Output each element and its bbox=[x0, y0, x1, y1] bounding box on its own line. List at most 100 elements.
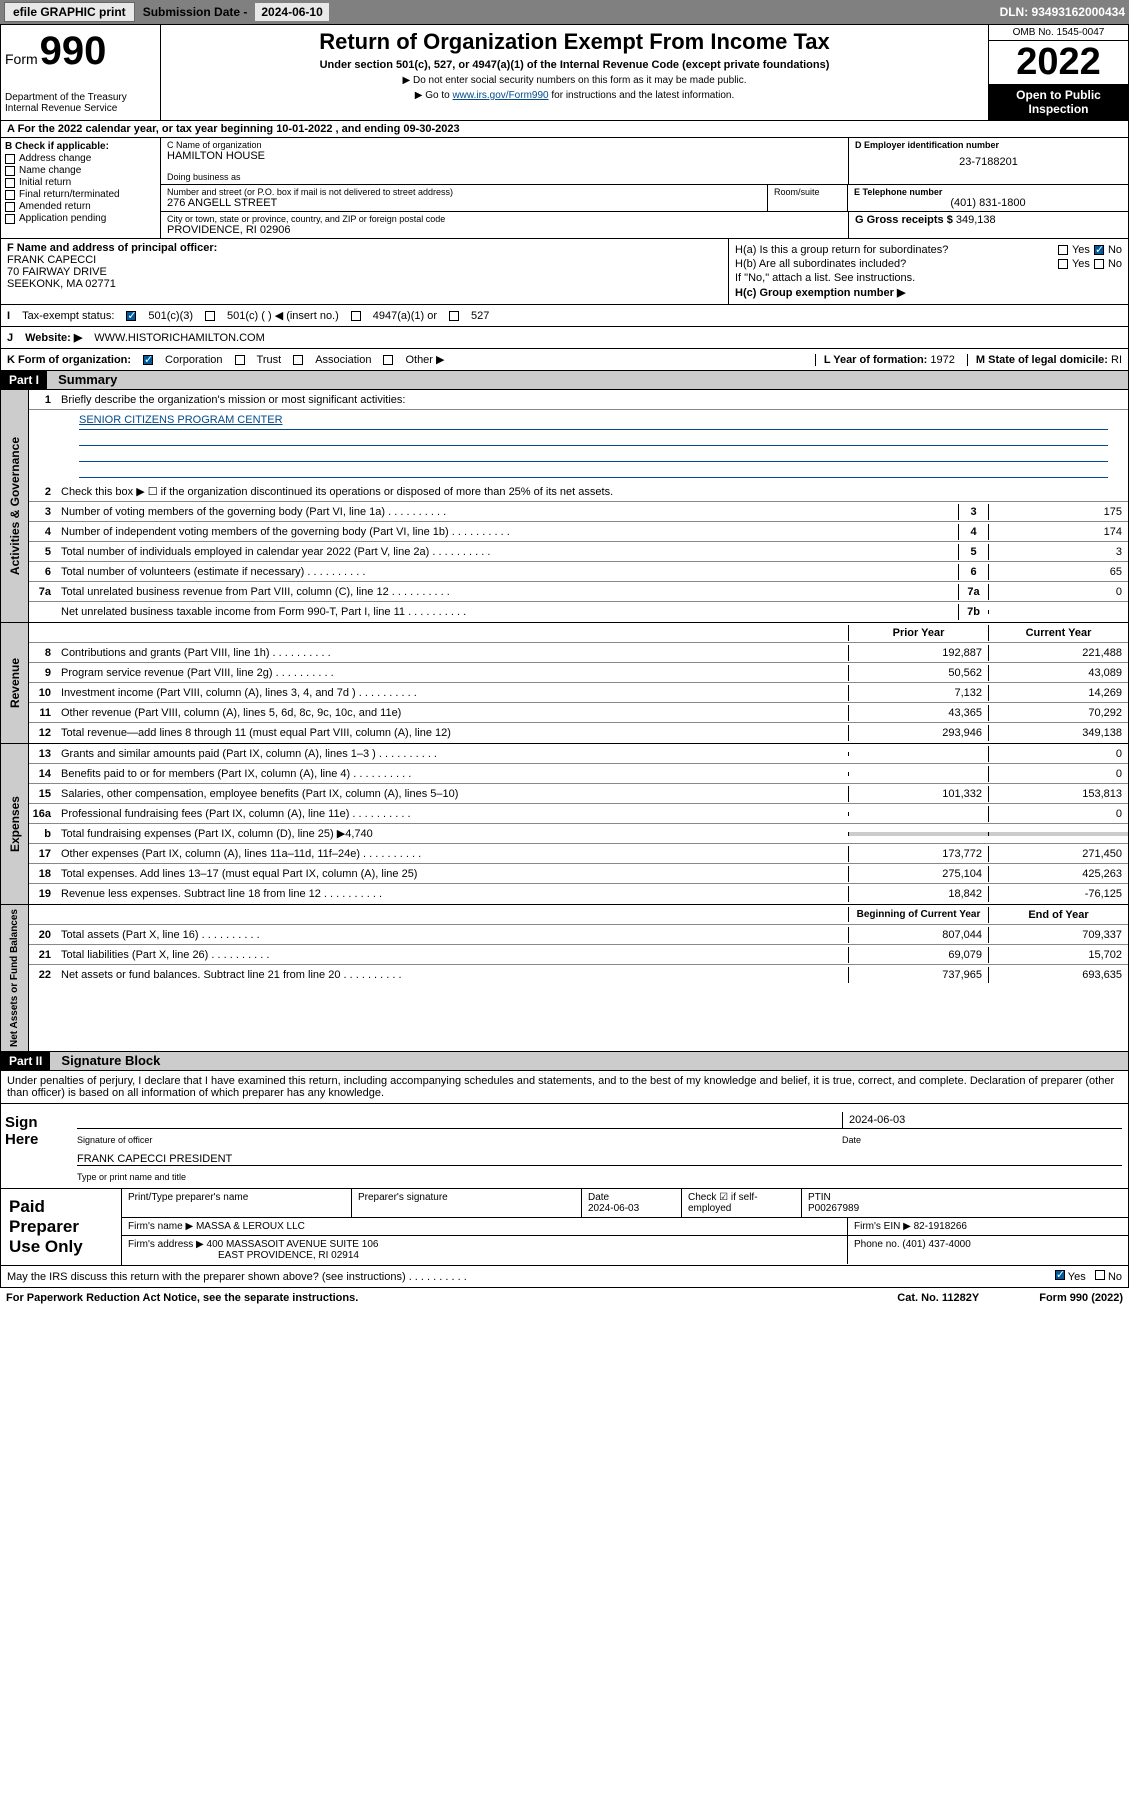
opt-app-pending: Application pending bbox=[19, 213, 106, 224]
firm-ein: 82-1918266 bbox=[914, 1221, 967, 1232]
r9-c: 43,089 bbox=[988, 665, 1128, 681]
discuss-text: May the IRS discuss this return with the… bbox=[7, 1271, 467, 1283]
ein-label: Firm's EIN ▶ bbox=[854, 1221, 911, 1232]
chk-initial-return[interactable] bbox=[5, 178, 15, 188]
r21-c: 15,702 bbox=[988, 947, 1128, 963]
prep-ptin: P00267989 bbox=[808, 1203, 859, 1214]
chk-address-change[interactable] bbox=[5, 154, 15, 164]
mission-text: SENIOR CITIZENS PROGRAM CENTER bbox=[79, 414, 1108, 430]
r20-t: Total assets (Part X, line 16) bbox=[57, 927, 848, 943]
chk-corp[interactable] bbox=[143, 355, 153, 365]
sig-name-label: Type or print name and title bbox=[77, 1172, 1122, 1182]
r16a-p bbox=[848, 812, 988, 816]
prep-h1: Print/Type preparer's name bbox=[122, 1189, 352, 1217]
hb-no[interactable] bbox=[1094, 259, 1104, 269]
i-label: Tax-exempt status: bbox=[22, 310, 114, 322]
v4: 174 bbox=[988, 524, 1128, 540]
opt-final-return: Final return/terminated bbox=[19, 189, 120, 200]
row-klm: K Form of organization: Corporation Trus… bbox=[0, 349, 1129, 371]
chk-trust[interactable] bbox=[235, 355, 245, 365]
org-name: HAMILTON HOUSE bbox=[167, 150, 842, 162]
prep-h3: Date bbox=[588, 1192, 609, 1203]
r16a-t: Professional fundraising fees (Part IX, … bbox=[57, 806, 848, 822]
irs-link[interactable]: www.irs.gov/Form990 bbox=[452, 90, 548, 101]
r15-p: 101,332 bbox=[848, 786, 988, 802]
discuss-no[interactable] bbox=[1095, 1270, 1105, 1280]
r9-p: 50,562 bbox=[848, 665, 988, 681]
section-revenue: Revenue bPrior YearCurrent Year 8Contrib… bbox=[0, 623, 1129, 744]
chk-501c3[interactable] bbox=[126, 311, 136, 321]
cat-no: Cat. No. 11282Y bbox=[897, 1292, 979, 1304]
r13-c: 0 bbox=[988, 746, 1128, 762]
efile-print-button[interactable]: efile GRAPHIC print bbox=[4, 2, 135, 22]
chk-4947[interactable] bbox=[351, 311, 361, 321]
officer-addr2: SEEKONK, MA 02771 bbox=[7, 278, 722, 290]
note2-post: for instructions and the latest informat… bbox=[551, 90, 734, 101]
r14-t: Benefits paid to or for members (Part IX… bbox=[57, 766, 848, 782]
city-label: City or town, state or province, country… bbox=[167, 214, 842, 224]
col-eoy: End of Year bbox=[988, 907, 1128, 923]
r22-c: 693,635 bbox=[988, 967, 1128, 983]
paid-preparer-title: Paid Preparer Use Only bbox=[1, 1189, 121, 1265]
opt-address-change: Address change bbox=[19, 153, 91, 164]
r10-p: 7,132 bbox=[848, 685, 988, 701]
prep-h5: PTIN bbox=[808, 1192, 831, 1203]
r14-c: 0 bbox=[988, 766, 1128, 782]
v7b bbox=[988, 610, 1128, 614]
part1-header: Part I bbox=[1, 371, 47, 389]
chk-amended[interactable] bbox=[5, 202, 15, 212]
chk-527[interactable] bbox=[449, 311, 459, 321]
r19-c: -76,125 bbox=[988, 886, 1128, 902]
form-note-1: ▶ Do not enter social security numbers o… bbox=[165, 75, 984, 86]
chk-name-change[interactable] bbox=[5, 166, 15, 176]
section-expenses: Expenses 13Grants and similar amounts pa… bbox=[0, 744, 1129, 905]
v7a: 0 bbox=[988, 584, 1128, 600]
chk-other[interactable] bbox=[383, 355, 393, 365]
r18-p: 275,104 bbox=[848, 866, 988, 882]
r8-c: 221,488 bbox=[988, 645, 1128, 661]
r12-t: Total revenue—add lines 8 through 11 (mu… bbox=[57, 725, 848, 741]
ha-label: H(a) Is this a group return for subordin… bbox=[735, 244, 948, 256]
part2-header: Part II bbox=[1, 1052, 50, 1070]
website-value: WWW.HISTORICHAMILTON.COM bbox=[94, 332, 265, 344]
sign-here-block: Sign Here 2024-06-03 Signature of office… bbox=[0, 1104, 1129, 1189]
r22-t: Net assets or fund balances. Subtract li… bbox=[57, 967, 848, 983]
q1-text: Briefly describe the organization's miss… bbox=[57, 392, 1128, 408]
l-year: L Year of formation: 1972 bbox=[815, 354, 955, 366]
side-expenses: Expenses bbox=[6, 792, 24, 856]
r17-c: 271,450 bbox=[988, 846, 1128, 862]
r11-p: 43,365 bbox=[848, 705, 988, 721]
mission-blank2 bbox=[79, 446, 1108, 462]
ha-no[interactable] bbox=[1094, 245, 1104, 255]
col-prior: Prior Year bbox=[848, 625, 988, 641]
opt-initial-return: Initial return bbox=[19, 177, 71, 188]
chk-501c[interactable] bbox=[205, 311, 215, 321]
hb-label: H(b) Are all subordinates included? bbox=[735, 258, 906, 270]
chk-final-return[interactable] bbox=[5, 190, 15, 200]
v5: 3 bbox=[988, 544, 1128, 560]
phone-value: (401) 831-1800 bbox=[854, 197, 1122, 209]
form-title: Return of Organization Exempt From Incom… bbox=[165, 29, 984, 55]
submission-label: Submission Date - bbox=[143, 5, 248, 19]
department-label: Department of the Treasury Internal Reve… bbox=[5, 92, 156, 114]
discuss-row: May the IRS discuss this return with the… bbox=[0, 1266, 1129, 1288]
submission-date: 2024-06-10 bbox=[255, 3, 328, 21]
r14-p bbox=[848, 772, 988, 776]
line-a-period: A For the 2022 calendar year, or tax yea… bbox=[0, 121, 1129, 138]
block-bcdeg: B Check if applicable: Address change Na… bbox=[0, 138, 1129, 239]
firm-addr1: 400 MASSASOIT AVENUE SUITE 106 bbox=[207, 1239, 379, 1250]
ha-yes[interactable] bbox=[1058, 245, 1068, 255]
hb-note: If "No," attach a list. See instructions… bbox=[735, 272, 1122, 284]
r16a-c: 0 bbox=[988, 806, 1128, 822]
page-footer: For Paperwork Reduction Act Notice, see … bbox=[0, 1288, 1129, 1308]
chk-assoc[interactable] bbox=[293, 355, 303, 365]
chk-app-pending[interactable] bbox=[5, 214, 15, 224]
omb-number: OMB No. 1545-0047 bbox=[989, 25, 1128, 41]
discuss-yes[interactable] bbox=[1055, 1270, 1065, 1280]
r21-p: 69,079 bbox=[848, 947, 988, 963]
col-boy: Beginning of Current Year bbox=[848, 907, 988, 922]
sig-name-val: FRANK CAPECCI PRESIDENT bbox=[77, 1153, 232, 1165]
form-header: Form 990 Department of the Treasury Inte… bbox=[0, 24, 1129, 121]
hb-yes[interactable] bbox=[1058, 259, 1068, 269]
m-state: M State of legal domicile: RI bbox=[967, 354, 1122, 366]
